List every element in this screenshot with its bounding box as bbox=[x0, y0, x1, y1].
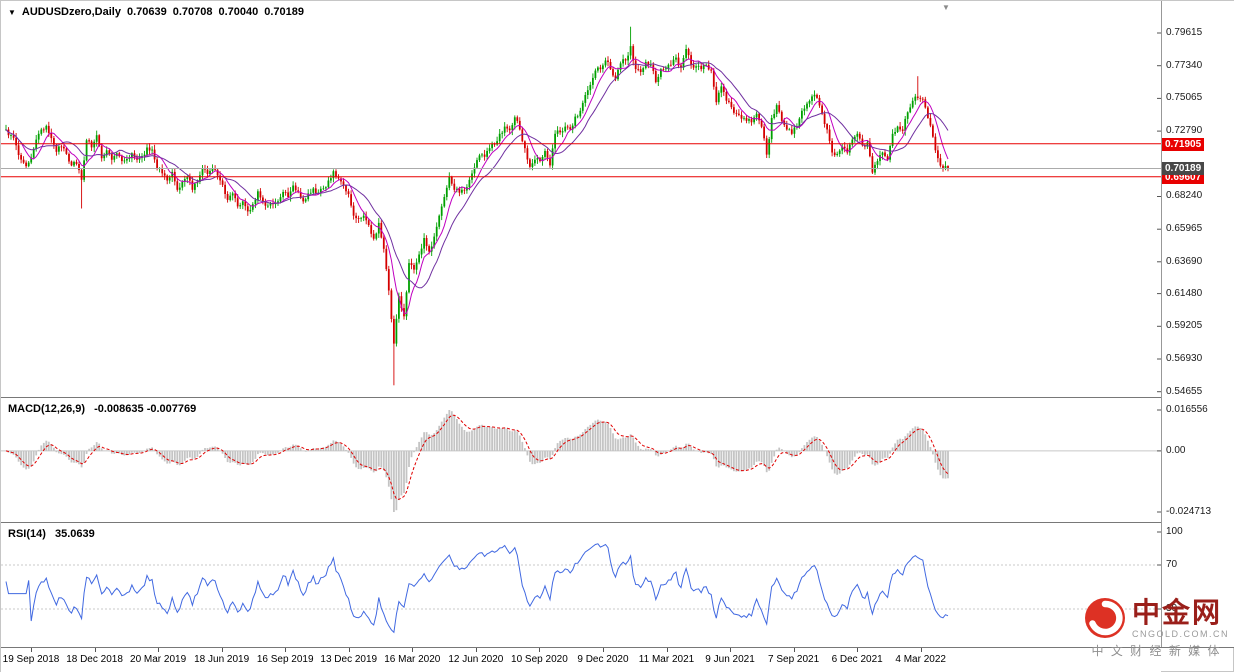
macd-axis-label: 0.016556 bbox=[1166, 404, 1208, 415]
time-axis-label: 19 Sep 2018 bbox=[2, 654, 60, 665]
panel-separator-macd[interactable] bbox=[1, 397, 1234, 398]
macd-indicator-values: -0.008635 -0.007769 bbox=[94, 403, 197, 415]
time-axis-tick bbox=[221, 648, 223, 652]
ma-slow-line bbox=[5, 62, 949, 289]
time-axis-label: 18 Dec 2018 bbox=[66, 654, 123, 665]
time-axis-tick bbox=[31, 648, 32, 652]
time-axis-label: 6 Dec 2021 bbox=[831, 654, 883, 665]
time-axis-tick bbox=[285, 648, 287, 652]
rsi-panel-label: RSI(14) 35.0639 bbox=[8, 528, 95, 540]
price-axis-label: 0.68240 bbox=[1166, 190, 1203, 202]
watermark-brand-row: 中金网 CNGOLD.COM.CN bbox=[1084, 597, 1229, 639]
time-axis-label: 9 Jun 2021 bbox=[705, 654, 755, 665]
watermark-brand-name: 中金网 bbox=[1131, 596, 1222, 628]
watermark-domain: CNGOLD.COM.CN bbox=[1131, 628, 1229, 639]
price-level-badge: 0.71905 bbox=[1162, 137, 1205, 151]
time-axis-tick bbox=[412, 648, 414, 652]
price-axis-label: 0.63690 bbox=[1166, 255, 1203, 267]
time-axis[interactable]: 19 Sep 2018 18 Dec 2018 20 Mar 2019 18 Jun … bbox=[1, 648, 1161, 672]
chart-canvas[interactable] bbox=[1, 1, 1161, 647]
chart-title-row: ▼ AUDUSDzero,Daily 0.70639 0.70708 0.700… bbox=[8, 6, 304, 18]
cngold-logo-icon bbox=[1084, 598, 1125, 638]
macd-signal-line bbox=[5, 414, 949, 500]
price-axis-border bbox=[1161, 1, 1162, 647]
time-axis-label: 18 Jun 2019 bbox=[194, 654, 250, 665]
time-axis-tick bbox=[602, 648, 604, 652]
chart-menu-icon[interactable]: ▼ bbox=[8, 7, 16, 17]
time-axis-label: 10 Sep 2020 bbox=[511, 654, 568, 665]
ohlc-open: 0.70639 bbox=[126, 6, 167, 18]
time-axis-tick bbox=[158, 648, 160, 652]
candles-series bbox=[5, 26, 949, 386]
macd-axis-label: 0.00 bbox=[1166, 444, 1186, 456]
price-axis-label: 0.65965 bbox=[1166, 223, 1203, 235]
rsi-axis-label: 70 bbox=[1166, 559, 1178, 570]
ohlc-low: 0.70040 bbox=[218, 6, 259, 18]
time-axis-separator bbox=[1, 647, 1234, 648]
rsi-axis-label: 100 bbox=[1166, 526, 1183, 537]
price-axis-label: 0.77340 bbox=[1166, 59, 1203, 71]
price-axis-label: 0.59205 bbox=[1166, 320, 1203, 332]
current-price-badge: 0.70189 bbox=[1162, 162, 1205, 176]
time-axis-label: 7 Sep 2021 bbox=[768, 654, 820, 665]
time-axis-label: 20 Mar 2019 bbox=[130, 654, 187, 665]
time-axis-tick bbox=[666, 648, 668, 652]
price-axis-label: 0.75065 bbox=[1166, 92, 1203, 104]
rsi-indicator-name: RSI(14) bbox=[8, 528, 46, 540]
macd-axis-label: -0.024713 bbox=[1166, 506, 1212, 517]
rsi-line bbox=[5, 543, 949, 634]
time-axis-label: 9 Dec 2020 bbox=[577, 654, 629, 665]
symbol-timeframe-label: AUDUSDzero,Daily bbox=[21, 6, 121, 18]
site-watermark: 中金网 CNGOLD.COM.CN 中 文 财 经 新 媒 体 bbox=[1084, 597, 1229, 659]
time-axis-tick bbox=[348, 648, 350, 652]
price-axis-label: 0.61480 bbox=[1166, 287, 1203, 299]
chart-shift-marker-icon[interactable]: ▼ bbox=[942, 3, 950, 12]
rsi-indicator-value: 35.0639 bbox=[54, 528, 95, 540]
macd-indicator-name: MACD(12,26,9) bbox=[8, 403, 86, 415]
time-axis-label: 12 Jun 2020 bbox=[448, 654, 504, 665]
ohlc-close: 0.70189 bbox=[264, 6, 305, 18]
ohlc-high: 0.70708 bbox=[172, 6, 213, 18]
ma-fast-line bbox=[5, 58, 949, 315]
time-axis-label: 16 Sep 2019 bbox=[256, 654, 314, 665]
macd-panel-label: MACD(12,26,9) -0.008635 -0.007769 bbox=[8, 403, 196, 415]
price-axis-label: 0.56930 bbox=[1166, 352, 1203, 364]
time-axis-tick bbox=[475, 648, 477, 652]
time-axis-tick bbox=[920, 648, 922, 652]
time-axis-label: 11 Mar 2021 bbox=[638, 654, 695, 665]
watermark-tagline: 中 文 财 经 新 媒 体 bbox=[1091, 644, 1222, 658]
time-axis-tick bbox=[94, 648, 96, 652]
price-axis[interactable]: 0.79615 0.77340 0.75065 0.72790 0.68240 0.659… bbox=[1162, 1, 1234, 647]
price-axis-label: 0.72790 bbox=[1166, 125, 1203, 137]
rsi-axis-label: 30 bbox=[1166, 603, 1178, 614]
time-axis-tick bbox=[793, 648, 795, 652]
time-axis-tick bbox=[857, 648, 859, 652]
time-axis-label: 13 Dec 2019 bbox=[320, 654, 378, 665]
macd-histogram bbox=[7, 410, 949, 512]
price-axis-label: 0.54655 bbox=[1166, 385, 1203, 397]
time-axis-tick bbox=[730, 648, 732, 652]
price-axis-label: 0.79615 bbox=[1166, 27, 1203, 38]
time-axis-tick bbox=[539, 648, 541, 652]
time-axis-label: 4 Mar 2022 bbox=[895, 654, 946, 665]
panel-separator-rsi[interactable] bbox=[1, 522, 1234, 523]
time-axis-label: 16 Mar 2020 bbox=[384, 654, 441, 665]
